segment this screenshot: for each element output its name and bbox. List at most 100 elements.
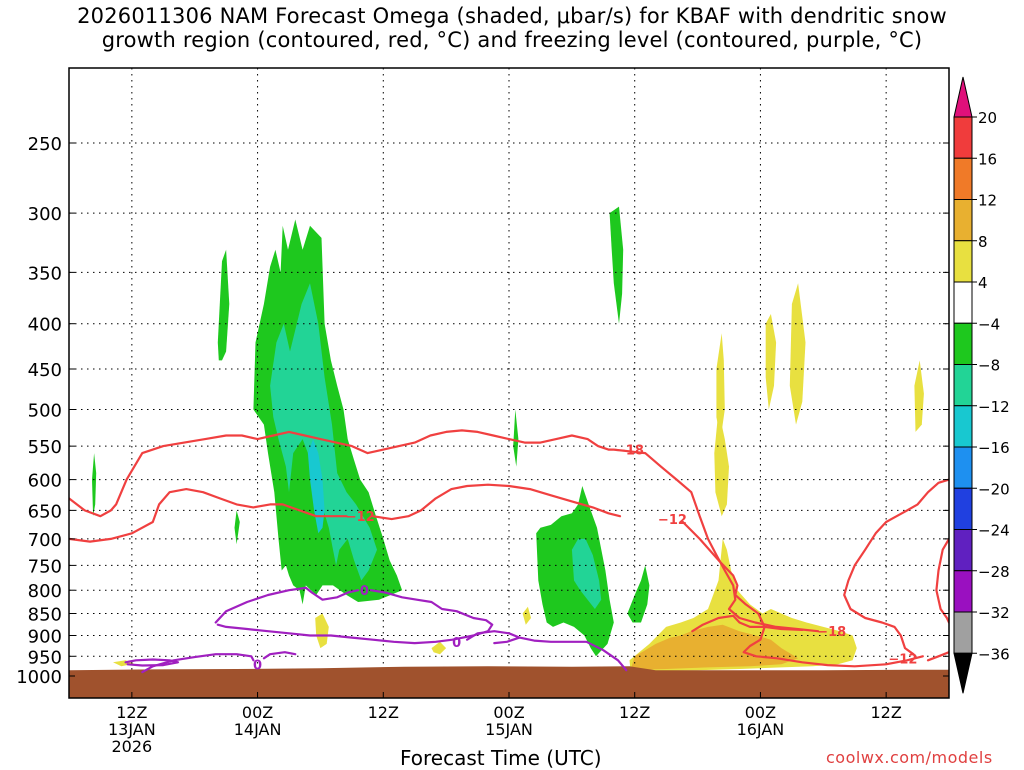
contour-layer: −18 −12 −12 −18 −12 0 0 0 xyxy=(69,429,949,673)
contour-label-8: 0 xyxy=(360,584,369,599)
dgz-contour-7 xyxy=(935,537,949,624)
colorbar-label-10: −24 xyxy=(978,522,1010,540)
omega-region-sinking-motion-small-c xyxy=(522,606,531,625)
omega-region-sinking-motion-high xyxy=(914,360,924,432)
colorbar-label-6: −8 xyxy=(978,357,1000,375)
colorbar-label-4: 4 xyxy=(978,274,988,292)
colorbar-label-12: −32 xyxy=(978,604,1010,622)
colorbar-bin-0 xyxy=(953,116,973,159)
colorbar-bin-8 xyxy=(953,446,973,489)
freezing-contour-13 xyxy=(466,630,521,645)
omega-region-sinking-motion-cap-b xyxy=(765,314,777,410)
x-axis-label: Forecast Time (UTC) xyxy=(400,746,602,770)
freezing-contour-12 xyxy=(124,658,180,667)
x-tick-label-66-0: 00Z xyxy=(745,703,776,722)
x-tick-label-42-1: 15JAN xyxy=(485,720,533,739)
contour-label-1: −12 xyxy=(346,510,375,525)
colorbar-label-9: −20 xyxy=(978,480,1010,498)
x-tick-label-66-1: 16JAN xyxy=(737,720,785,739)
contour-label-5: −12 xyxy=(888,652,917,667)
freezing-contour-9 xyxy=(216,589,494,645)
colorbar: 20 16 12 8 4 −4 −8 −12 −16 −20 −24 −28 −32 −36 xyxy=(953,76,1010,694)
y-tick-label-250: 250 xyxy=(28,134,62,155)
colorbar-label-13: −36 xyxy=(978,645,1010,663)
colorbar-bin-7 xyxy=(953,405,973,448)
omega-region-upward-motion-14jan-a xyxy=(217,249,230,361)
dgz-contour-5 xyxy=(926,651,949,662)
x-tick-label-30-0: 12Z xyxy=(368,703,399,722)
colorbar-label-7: −12 xyxy=(978,398,1010,416)
y-tick-label-650: 650 xyxy=(28,501,62,522)
omega-region-sinking-motion-small-b xyxy=(431,641,447,655)
omega-region-upward-motion-13jan xyxy=(92,453,97,517)
y-tick-label-700: 700 xyxy=(28,530,62,551)
omega-region-upward-motion-15jan-c xyxy=(627,565,650,623)
y-tick-label-1000: 1000 xyxy=(16,667,62,688)
y-tick-label-750: 750 xyxy=(28,556,62,577)
omega-region-upward-motion-15jan-stronger xyxy=(571,538,602,609)
colorbar-label-5: −4 xyxy=(978,315,1000,333)
terrain-fill xyxy=(69,666,949,698)
freezing-contour-11 xyxy=(262,651,297,660)
axes-layer: 250 300 350 400 450 500 550 600 650 700 750 800 8509… xyxy=(16,67,950,756)
omega-region-upward-motion-14jan-strongest xyxy=(307,439,325,534)
colorbar-bin-6 xyxy=(953,364,973,407)
colorbar-label-3: 8 xyxy=(978,233,988,251)
colorbar-bin-10 xyxy=(953,529,973,572)
site-credit: coolwx.com/models xyxy=(826,748,993,767)
y-tick-label-800: 800 xyxy=(28,581,62,602)
dgz-contour-1 xyxy=(69,488,348,543)
dgz-contour-0 xyxy=(69,429,820,633)
contour-label-13: 0 xyxy=(452,636,461,651)
colorbar-bin-11 xyxy=(953,570,973,613)
x-tick-label-18-1: 14JAN xyxy=(234,720,282,739)
x-tick-label-78-0: 12Z xyxy=(870,703,901,722)
y-tick-label-300: 300 xyxy=(28,204,62,225)
colorbar-label-2: 12 xyxy=(978,192,997,210)
y-tick-label-350: 350 xyxy=(28,263,62,284)
omega-region-upward-motion-15jan-a xyxy=(513,409,519,467)
omega-region-upward-motion-14jan-b xyxy=(234,510,240,545)
colorbar-over-triangle xyxy=(953,76,973,118)
freezing-contour-8 xyxy=(214,586,360,624)
omega-region-upward-motion-15jan-b xyxy=(609,206,624,324)
dgz-contour-4 xyxy=(691,614,804,633)
x-tick-label-6-1: 13JAN xyxy=(108,720,156,739)
dgz-contour-2 xyxy=(371,483,622,521)
colorbar-bin-9 xyxy=(953,487,973,530)
chart-title: 2026011306 NAM Forecast Omega (shaded, μ… xyxy=(0,4,1024,52)
colorbar-under-triangle xyxy=(953,652,973,694)
x-tick-label-6-2: 2026 xyxy=(111,737,152,756)
colorbar-bin-2 xyxy=(953,199,973,242)
y-tick-label-850: 850 xyxy=(28,605,62,626)
x-tick-label-54-0: 12Z xyxy=(619,703,650,722)
y-tick-label-550: 550 xyxy=(28,437,62,458)
colorbar-bin-3 xyxy=(953,240,973,283)
x-tick-label-18-0: 00Z xyxy=(242,703,273,722)
colorbar-bin-1 xyxy=(953,157,973,200)
freezing-contour-14 xyxy=(518,636,628,672)
chart-title-line-1: 2026011306 NAM Forecast Omega (shaded, μ… xyxy=(77,4,947,28)
omega-region-sinking-motion-low-stronger xyxy=(630,624,799,671)
contour-label-3: −12 xyxy=(658,513,687,528)
contour-label-10: 0 xyxy=(253,658,262,673)
omega-region-sinking-motion-column xyxy=(714,409,729,517)
y-tick-label-450: 450 xyxy=(28,360,62,381)
contour-label-4: −18 xyxy=(817,625,846,640)
terrain-layer xyxy=(69,666,949,698)
y-tick-label-500: 500 xyxy=(28,401,62,422)
x-tick-label-6-0: 12Z xyxy=(116,703,147,722)
y-tick-label-600: 600 xyxy=(28,471,62,492)
colorbar-bin-5 xyxy=(953,322,973,365)
grid-layer xyxy=(69,68,949,698)
colorbar-label-1: 16 xyxy=(978,150,997,168)
omega-region-sinking-motion-small-a xyxy=(315,613,329,649)
y-tick-label-400: 400 xyxy=(28,315,62,336)
dgz-contour-3 xyxy=(681,520,924,668)
colorbar-bin-4 xyxy=(953,281,973,324)
colorbar-label-0: 20 xyxy=(978,109,997,127)
omega-region-sinking-motion-upper xyxy=(789,283,806,425)
y-tick-label-900: 900 xyxy=(28,626,62,647)
colorbar-label-11: −28 xyxy=(978,563,1010,581)
